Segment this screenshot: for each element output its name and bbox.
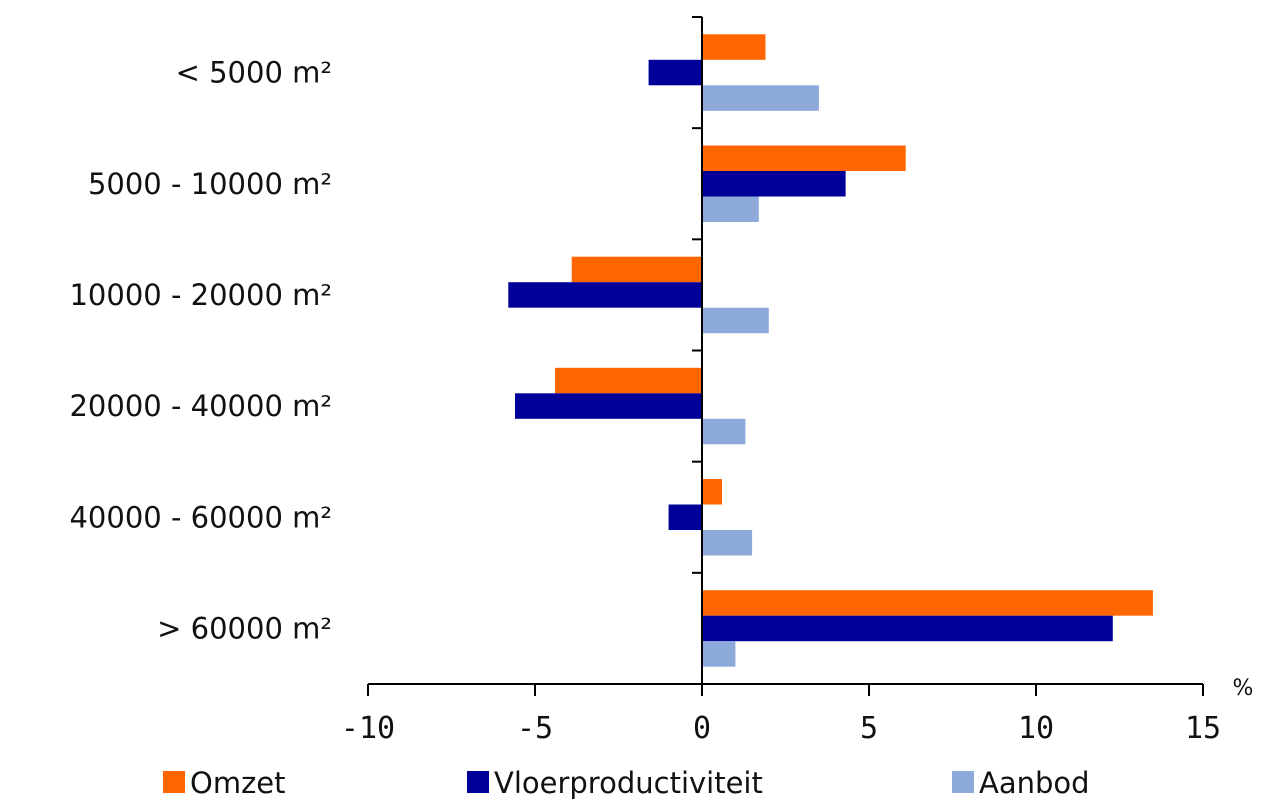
bar-aanbod-3 bbox=[702, 418, 746, 445]
bar-omzet-0 bbox=[702, 34, 766, 60]
bar-aanbod-5 bbox=[702, 641, 736, 667]
category-labels-group: < 5000 m² 5000 - 10000 m² 10000 - 20000 m²… bbox=[69, 56, 332, 646]
bar-aanbod-2 bbox=[702, 307, 769, 334]
x-tick-label-3: 5 bbox=[860, 711, 878, 746]
bar-omzet-4 bbox=[702, 479, 722, 505]
bar-omzet-3 bbox=[555, 367, 702, 394]
y-ticks-group bbox=[692, 16, 702, 574]
category-label-2: 10000 - 20000 m² bbox=[69, 278, 332, 312]
x-ticks-group: -10 -5 0 5 10 15 bbox=[341, 684, 1221, 746]
bar-omzet-1 bbox=[702, 145, 906, 171]
bar-vloerproductiviteit-4 bbox=[668, 504, 702, 530]
bar-aanbod-1 bbox=[702, 196, 759, 222]
bar-vloerproductiviteit-0 bbox=[648, 59, 702, 86]
bar-omzet-2 bbox=[571, 256, 702, 283]
bar-aanbod-4 bbox=[702, 530, 753, 556]
x-tick-label-4: 10 bbox=[1018, 711, 1054, 746]
x-tick-label-0: -10 bbox=[341, 711, 395, 746]
legend-swatch-aanbod bbox=[952, 771, 974, 793]
bar-aanbod-0 bbox=[702, 85, 819, 111]
legend-label-vloerproductiviteit: Vloerproductiviteit bbox=[494, 766, 763, 800]
bar-vloerproductiviteit-1 bbox=[702, 171, 846, 197]
x-axis-unit-label: % bbox=[1233, 676, 1254, 701]
category-label-0: < 5000 m² bbox=[176, 56, 332, 90]
category-label-4: 40000 - 60000 m² bbox=[69, 500, 332, 534]
bar-vloerproductiviteit-2 bbox=[508, 282, 702, 308]
legend-label-aanbod: Aanbod bbox=[979, 766, 1090, 800]
category-label-1: 5000 - 10000 m² bbox=[88, 167, 332, 201]
axes-group bbox=[368, 17, 1203, 685]
x-tick-label-1: -5 bbox=[517, 711, 553, 746]
bar-vloerproductiviteit-3 bbox=[515, 393, 702, 419]
bar-omzet-5 bbox=[702, 590, 1153, 616]
x-tick-label-2: 0 bbox=[693, 711, 711, 746]
category-label-5: > 60000 m² bbox=[157, 611, 332, 645]
legend-swatch-vloerproductiviteit bbox=[467, 771, 489, 793]
category-label-3: 20000 - 40000 m² bbox=[69, 389, 332, 423]
bar-vloerproductiviteit-5 bbox=[702, 615, 1113, 642]
legend-swatch-omzet bbox=[163, 771, 185, 793]
legend: Omzet Vloerproductiviteit Aanbod bbox=[163, 766, 1090, 800]
x-tick-label-5: 15 bbox=[1185, 711, 1221, 746]
legend-label-omzet: Omzet bbox=[190, 766, 286, 800]
bars-group bbox=[508, 34, 1153, 667]
